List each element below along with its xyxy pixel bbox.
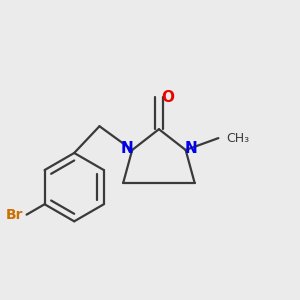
Text: CH₃: CH₃ [226,132,249,145]
Text: N: N [184,141,197,156]
Text: Br: Br [5,208,23,222]
Text: N: N [120,141,133,156]
Text: O: O [161,91,174,106]
